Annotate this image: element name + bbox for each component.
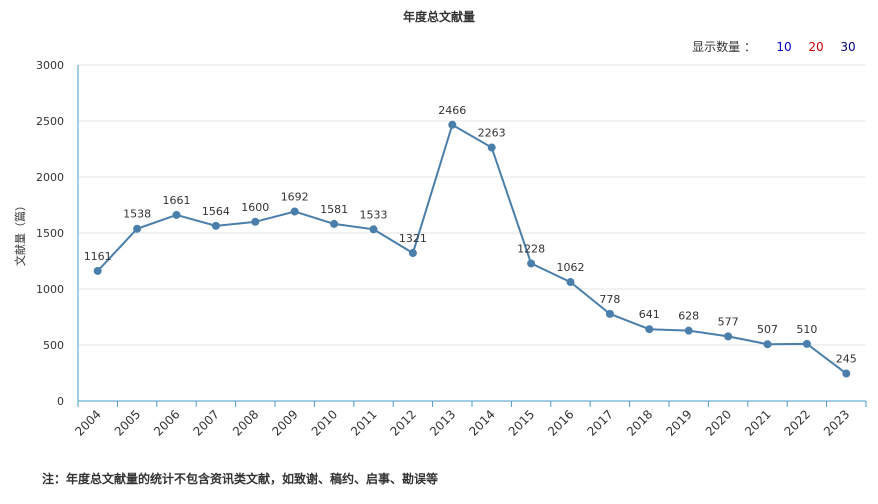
data-label: 1600: [241, 201, 269, 214]
data-label: 1533: [360, 208, 388, 221]
x-tick-label: 2014: [466, 407, 497, 438]
display-count-option-20[interactable]: 20: [808, 39, 824, 54]
data-label: 245: [836, 353, 857, 366]
x-tick-label: 2010: [309, 407, 340, 438]
x-tick-label: 2022: [782, 407, 813, 438]
data-point: [684, 326, 693, 335]
y-axis-label: 文献量（篇）: [13, 200, 27, 266]
x-tick-label: 2008: [230, 407, 261, 438]
data-point: [645, 325, 654, 334]
x-tick-label: 2013: [427, 407, 458, 438]
y-tick-label: 1000: [36, 283, 64, 296]
data-point: [763, 340, 772, 349]
data-label: 2466: [438, 104, 466, 117]
data-point: [408, 249, 417, 258]
data-point: [172, 210, 181, 219]
display-count-label: 显示数量 ：: [692, 40, 756, 54]
data-label: 1692: [281, 190, 309, 203]
data-label: 1661: [163, 194, 191, 207]
x-tick-label: 2004: [72, 407, 103, 438]
x-tick-label: 2019: [663, 407, 694, 438]
y-tick-label: 3000: [36, 59, 64, 72]
x-tick-label: 2005: [112, 407, 143, 438]
data-point: [802, 339, 811, 348]
x-tick-label: 2018: [624, 407, 655, 438]
x-tick-label: 2021: [742, 407, 773, 438]
data-label: 1161: [84, 250, 112, 263]
data-label: 577: [718, 315, 739, 328]
x-tick-label: 2009: [269, 407, 300, 438]
data-label: 1564: [202, 205, 230, 218]
data-label: 1062: [557, 261, 585, 274]
x-tick-label: 2011: [348, 407, 379, 438]
data-label: 2263: [478, 127, 506, 140]
data-point: [842, 369, 851, 378]
x-tick-label: 2007: [191, 407, 222, 438]
data-point: [290, 207, 299, 216]
data-point: [566, 278, 575, 287]
y-tick-label: 0: [57, 395, 64, 408]
x-tick-label: 2015: [506, 407, 537, 438]
data-label: 628: [678, 310, 699, 323]
data-point: [211, 221, 220, 230]
y-tick-label: 500: [43, 339, 64, 352]
x-tick-label: 2020: [703, 407, 734, 438]
data-label: 510: [796, 323, 817, 336]
data-point: [487, 143, 496, 152]
data-label: 641: [639, 308, 660, 321]
x-tick-label: 2016: [545, 407, 576, 438]
data-label: 1321: [399, 232, 427, 245]
data-point: [605, 309, 614, 318]
y-tick-label: 2500: [36, 115, 64, 128]
display-count-selector: 显示数量 ： 10 20 30: [692, 38, 864, 55]
display-count-option-30[interactable]: 30: [840, 39, 856, 54]
chart-title: 年度总文献量: [402, 10, 475, 24]
data-point: [133, 224, 142, 233]
y-tick-label: 1500: [36, 227, 64, 240]
x-tick-label: 2017: [585, 407, 616, 438]
data-point: [448, 120, 457, 129]
data-point: [724, 332, 733, 341]
x-tick-label: 2023: [821, 407, 852, 438]
y-tick-label: 2000: [36, 171, 64, 184]
data-point: [93, 266, 102, 275]
display-count-option-10[interactable]: 10: [776, 39, 792, 54]
x-tick-label: 2012: [388, 407, 419, 438]
data-label: 1538: [123, 208, 151, 221]
data-point: [251, 217, 260, 226]
data-label: 1581: [320, 203, 348, 216]
data-point: [527, 259, 536, 268]
footnote: 注：年度总文献量的统计不包含资讯类文献，如致谢、稿约、启事、勘误等: [42, 472, 439, 486]
series-line: [96, 123, 847, 375]
data-label: 778: [599, 293, 620, 306]
data-point: [330, 219, 339, 228]
data-point: [369, 225, 378, 234]
data-label: 507: [757, 323, 778, 336]
x-tick-label: 2006: [151, 407, 182, 438]
data-label: 1228: [517, 242, 545, 255]
